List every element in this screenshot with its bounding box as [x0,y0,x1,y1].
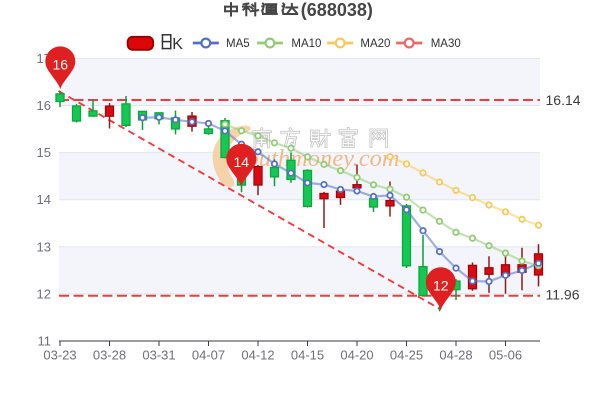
svg-text:03-31: 03-31 [142,348,175,363]
svg-text:MA5: MA5 [226,38,250,50]
svg-text:04-28: 04-28 [439,348,472,363]
svg-text:03-28: 03-28 [93,348,126,363]
svg-text:MA30: MA30 [431,38,461,50]
svg-text:K: K [172,36,183,53]
svg-text:04-15: 04-15 [291,348,324,363]
svg-text:11: 11 [38,334,52,349]
svg-text:11.96: 11.96 [546,286,580,302]
svg-text:13: 13 [37,239,51,254]
svg-text:14: 14 [234,154,250,170]
svg-text:(688038): (688038) [301,0,373,20]
svg-text:14: 14 [37,192,51,207]
svg-text:15: 15 [37,145,51,160]
svg-text:16: 16 [37,98,51,113]
svg-text:12: 12 [37,286,51,301]
svg-text:05-06: 05-06 [489,348,522,363]
svg-text:03-23: 03-23 [43,348,76,363]
svg-text:04-12: 04-12 [241,348,274,363]
svg-text:04-20: 04-20 [340,348,373,363]
svg-text:southmoney.com: southmoney.com [237,145,400,172]
svg-text:16.14: 16.14 [546,92,581,108]
svg-text:16: 16 [53,57,69,73]
svg-text:04-07: 04-07 [192,348,225,363]
svg-text:12: 12 [433,278,449,294]
svg-text:MA20: MA20 [360,38,390,50]
svg-text:MA10: MA10 [291,38,321,50]
svg-text:04-25: 04-25 [390,348,423,363]
